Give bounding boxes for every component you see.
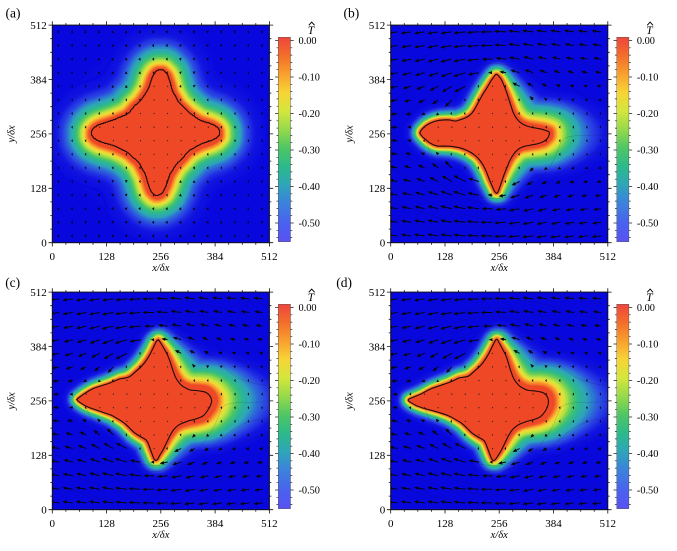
svg-text:-0.30: -0.30: [299, 413, 320, 424]
svg-text:-0.40: -0.40: [637, 182, 658, 193]
svg-text:-0.50: -0.50: [299, 486, 320, 497]
svg-text:256: 256: [153, 518, 170, 530]
svg-text:x/δx: x/δx: [490, 263, 508, 274]
svg-text:128: 128: [437, 518, 454, 530]
svg-text:384: 384: [207, 518, 224, 530]
svg-text:y/δx: y/δx: [6, 392, 17, 410]
svg-text:-0.40: -0.40: [637, 449, 658, 460]
svg-text:-0.10: -0.10: [299, 340, 320, 351]
svg-text:T: T: [308, 25, 316, 37]
svg-text:256: 256: [491, 251, 508, 263]
svg-text:512: 512: [369, 287, 386, 299]
svg-text:512: 512: [600, 251, 617, 263]
svg-text:384: 384: [30, 341, 47, 353]
svg-text:-0.30: -0.30: [637, 413, 658, 424]
svg-text:-0.20: -0.20: [637, 376, 658, 387]
svg-text:-0.50: -0.50: [299, 219, 320, 230]
svg-text:-0.40: -0.40: [299, 449, 320, 460]
svg-text:(a): (a): [6, 6, 21, 21]
svg-text:0.00: 0.00: [637, 303, 655, 314]
svg-text:128: 128: [98, 251, 115, 263]
svg-text:-0.30: -0.30: [637, 146, 658, 157]
svg-text:384: 384: [369, 74, 386, 86]
svg-text:-0.30: -0.30: [299, 146, 320, 157]
svg-text:(d): (d): [336, 275, 352, 290]
svg-text:512: 512: [30, 20, 47, 32]
svg-text:0: 0: [41, 505, 47, 517]
svg-text:0: 0: [388, 251, 394, 263]
svg-text:0.00: 0.00: [299, 36, 317, 47]
svg-text:128: 128: [98, 518, 115, 530]
svg-text:256: 256: [153, 251, 170, 263]
svg-text:-0.50: -0.50: [637, 219, 658, 230]
svg-text:0: 0: [380, 238, 386, 250]
svg-text:T: T: [646, 292, 654, 304]
svg-text:0: 0: [41, 238, 47, 250]
svg-text:(b): (b): [344, 6, 360, 21]
svg-text:512: 512: [369, 20, 386, 32]
svg-text:256: 256: [30, 129, 47, 141]
svg-text:384: 384: [207, 251, 224, 263]
svg-text:512: 512: [261, 518, 278, 530]
svg-text:128: 128: [30, 183, 47, 195]
svg-text:384: 384: [545, 251, 562, 263]
svg-text:0: 0: [388, 518, 394, 530]
svg-text:0: 0: [50, 251, 56, 263]
svg-text:-0.20: -0.20: [637, 109, 658, 120]
svg-text:x/δx: x/δx: [151, 263, 169, 274]
svg-text:128: 128: [437, 251, 454, 263]
svg-text:512: 512: [261, 251, 278, 263]
svg-text:y/δx: y/δx: [6, 125, 17, 143]
svg-text:384: 384: [369, 341, 386, 353]
svg-text:0.00: 0.00: [637, 36, 655, 47]
svg-text:256: 256: [369, 129, 386, 141]
svg-text:-0.10: -0.10: [637, 73, 658, 84]
svg-text:128: 128: [369, 183, 386, 195]
svg-text:x/δx: x/δx: [151, 530, 169, 541]
svg-text:x/δx: x/δx: [490, 530, 508, 541]
svg-text:T: T: [308, 292, 316, 304]
svg-text:T: T: [646, 25, 654, 37]
svg-text:256: 256: [30, 396, 47, 408]
svg-text:512: 512: [600, 518, 617, 530]
svg-text:128: 128: [369, 450, 386, 462]
svg-text:512: 512: [30, 287, 47, 299]
svg-text:384: 384: [30, 74, 47, 86]
svg-text:-0.10: -0.10: [299, 73, 320, 84]
svg-text:128: 128: [30, 450, 47, 462]
svg-text:256: 256: [491, 518, 508, 530]
svg-text:(c): (c): [5, 275, 20, 290]
svg-text:-0.20: -0.20: [299, 376, 320, 387]
svg-text:0: 0: [380, 505, 386, 517]
svg-text:0.00: 0.00: [299, 303, 317, 314]
svg-text:-0.10: -0.10: [637, 340, 658, 351]
svg-text:0: 0: [50, 518, 56, 530]
svg-text:384: 384: [545, 518, 562, 530]
svg-text:256: 256: [369, 396, 386, 408]
svg-text:-0.50: -0.50: [637, 486, 658, 497]
svg-text:y/δx: y/δx: [345, 392, 356, 410]
svg-text:-0.20: -0.20: [299, 109, 320, 120]
svg-text:-0.40: -0.40: [299, 182, 320, 193]
svg-text:y/δx: y/δx: [345, 125, 356, 143]
